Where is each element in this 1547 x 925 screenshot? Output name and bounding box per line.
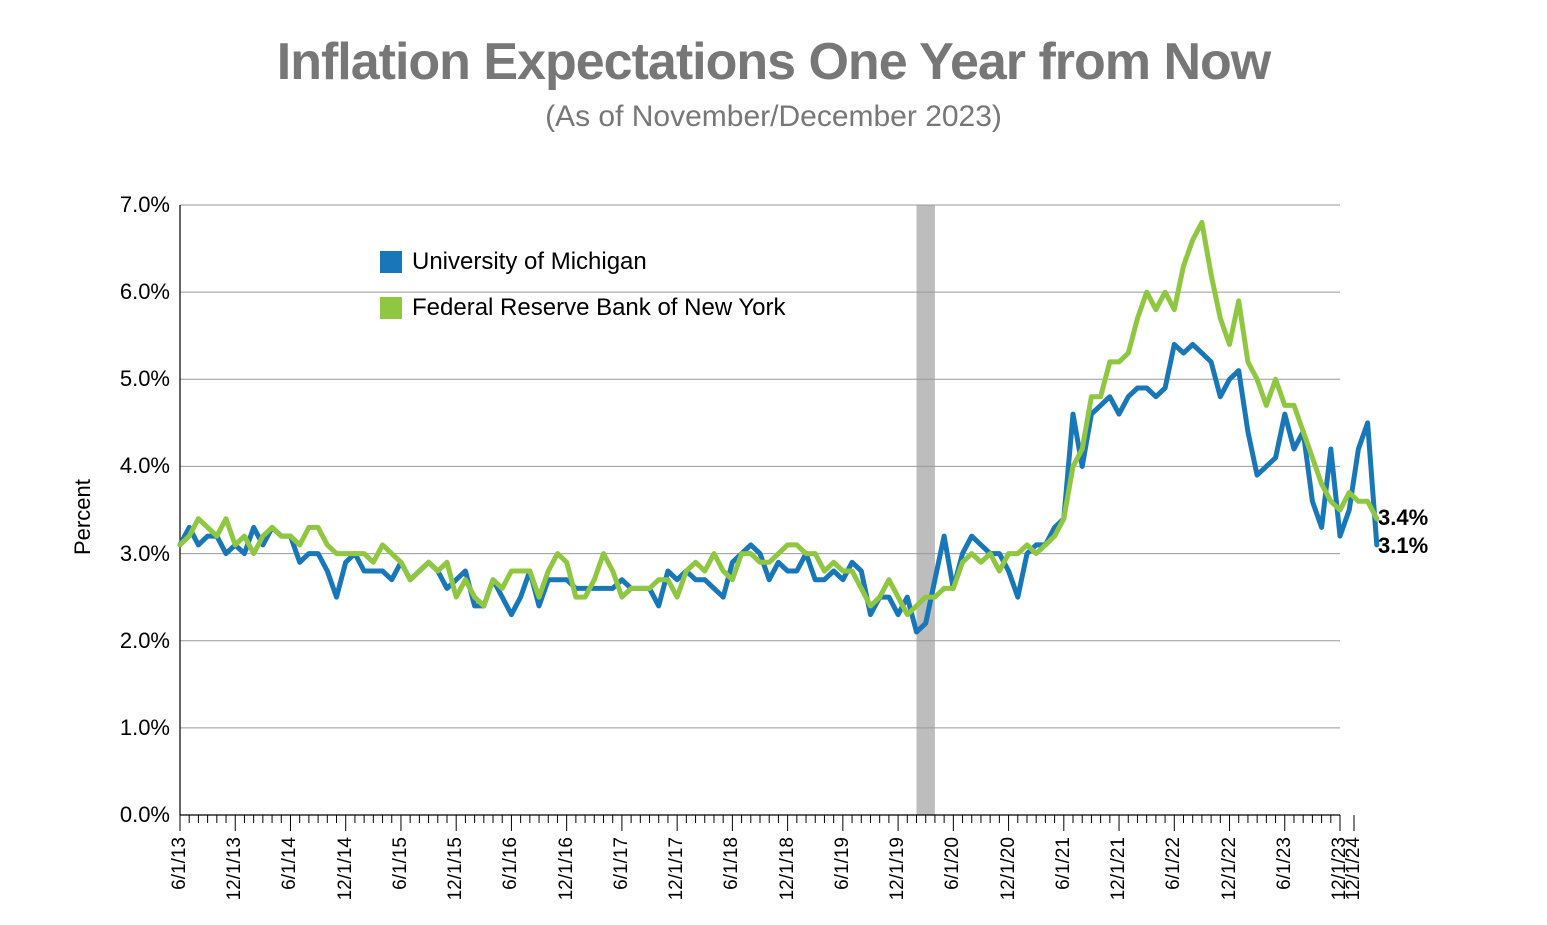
x-tick-label: 12/1/21 — [1108, 837, 1130, 900]
x-tick-label: 12/1/18 — [777, 837, 799, 900]
legend-item: University of Michigan — [380, 248, 786, 276]
y-tick-label: 2.0% — [110, 628, 170, 654]
x-tick-label: 6/1/14 — [279, 837, 301, 890]
x-tick-label: 6/1/18 — [721, 837, 743, 890]
y-tick-label: 7.0% — [110, 192, 170, 218]
y-tick-label: 5.0% — [110, 366, 170, 392]
y-tick-label: 3.0% — [110, 541, 170, 567]
legend: University of Michigan Federal Reserve Ba… — [380, 248, 786, 340]
chart-container: { "title": "Inflation Expectations One Y… — [0, 0, 1547, 925]
x-tick-label: 6/1/13 — [169, 837, 191, 890]
y-tick-label: 4.0% — [110, 453, 170, 479]
x-tick-label: 6/1/22 — [1163, 837, 1185, 890]
x-tick-label: 12/1/15 — [445, 837, 467, 900]
y-axis-label: Percent — [70, 479, 96, 555]
x-tick-label: 12/1/14 — [335, 837, 357, 900]
legend-swatch — [380, 297, 402, 319]
x-tick-label: 6/1/20 — [942, 837, 964, 890]
legend-swatch — [380, 251, 402, 273]
x-tick-label: 12/1/22 — [1219, 837, 1241, 900]
legend-item: Federal Reserve Bank of New York — [380, 294, 786, 322]
y-tick-label: 6.0% — [110, 279, 170, 305]
series-end-label: 3.1% — [1378, 533, 1428, 559]
x-tick-label: 12/1/19 — [887, 837, 909, 900]
x-tick-label: 12/1/13 — [224, 837, 246, 900]
x-tick-label: 12/1/24 — [1343, 837, 1365, 900]
chart-svg — [0, 0, 1547, 925]
y-tick-label: 0.0% — [110, 802, 170, 828]
x-tick-label: 6/1/19 — [832, 837, 854, 890]
y-tick-label: 1.0% — [110, 715, 170, 741]
x-tick-label: 12/1/16 — [556, 837, 578, 900]
x-tick-label: 6/1/16 — [500, 837, 522, 890]
series-end-label: 3.4% — [1378, 505, 1428, 531]
x-tick-label: 6/1/23 — [1274, 837, 1296, 890]
legend-label: Federal Reserve Bank of New York — [412, 294, 786, 322]
x-tick-label: 6/1/15 — [390, 837, 412, 890]
legend-label: University of Michigan — [412, 248, 647, 276]
x-tick-label: 12/1/20 — [998, 837, 1020, 900]
x-tick-label: 6/1/21 — [1053, 837, 1075, 890]
x-tick-label: 12/1/17 — [666, 837, 688, 900]
x-tick-label: 6/1/17 — [611, 837, 633, 890]
